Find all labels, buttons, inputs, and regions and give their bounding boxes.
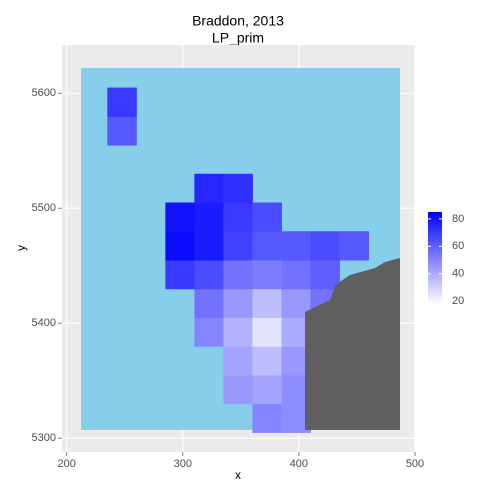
legend-tick-label: 80	[452, 213, 464, 225]
chart-title: Braddon, 2013	[192, 13, 284, 29]
cell	[252, 346, 282, 376]
legend-tick-label: 20	[452, 295, 464, 307]
cell	[194, 259, 224, 290]
cell	[165, 202, 195, 232]
axes: 200 300 400 500 5300 5400 5500 5600	[32, 87, 425, 470]
x-tick-label: 300	[174, 458, 192, 470]
legend-tick-label: 40	[452, 268, 464, 280]
x-tick-label: 400	[290, 458, 308, 470]
cell	[252, 403, 282, 433]
cell	[310, 231, 341, 261]
cell	[223, 231, 253, 261]
y-tick-label: 5500	[32, 202, 56, 214]
cells	[107, 87, 370, 433]
y-tick-label: 5300	[32, 432, 56, 444]
cell	[194, 173, 224, 204]
x-tick-label: 500	[406, 458, 424, 470]
x-tick-label: 200	[57, 458, 75, 470]
cell	[339, 231, 370, 261]
land	[305, 258, 400, 430]
cell	[252, 374, 282, 405]
cell	[223, 173, 253, 204]
colorbar	[428, 212, 442, 304]
cell	[165, 231, 195, 261]
cell	[252, 231, 282, 261]
cell	[252, 202, 282, 232]
cell	[223, 346, 253, 376]
y-tick-label: 5600	[32, 87, 56, 99]
x-axis-label: x	[235, 468, 241, 482]
cell	[223, 259, 253, 290]
cell	[223, 288, 253, 318]
cell	[223, 374, 253, 405]
cell	[252, 288, 282, 318]
cell	[194, 202, 224, 232]
cell	[281, 259, 311, 290]
cell	[252, 317, 282, 347]
cell	[107, 87, 137, 117]
cell	[252, 259, 282, 290]
cell	[223, 317, 253, 347]
cell	[194, 288, 224, 318]
chart-subtitle: LP_prim	[212, 30, 264, 46]
legend-tick-label: 60	[452, 240, 464, 252]
cell	[107, 116, 137, 146]
cell	[194, 317, 224, 347]
y-tick-label: 5400	[32, 317, 56, 329]
cell	[310, 259, 341, 290]
cell	[165, 259, 195, 290]
cell	[223, 202, 253, 232]
cell	[281, 231, 311, 261]
y-axis-label: y	[14, 245, 28, 251]
cell	[194, 231, 224, 261]
